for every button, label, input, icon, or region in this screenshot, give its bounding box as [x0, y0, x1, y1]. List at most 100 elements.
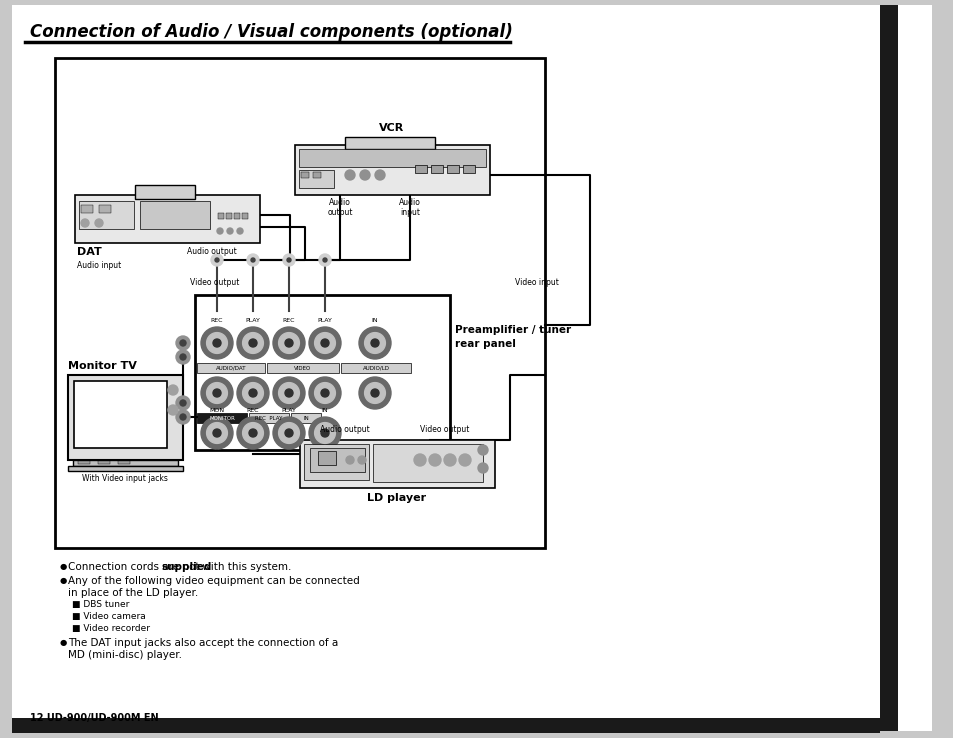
Text: ■ Video recorder: ■ Video recorder: [71, 624, 150, 633]
Text: 12 UD-900/UD-900M EN: 12 UD-900/UD-900M EN: [30, 713, 158, 723]
Bar: [345, 137, 435, 149]
Text: PLAY: PLAY: [245, 318, 260, 323]
Text: Video output: Video output: [419, 425, 469, 434]
Circle shape: [273, 327, 305, 359]
Text: REC: REC: [282, 318, 294, 323]
Bar: [291, 413, 320, 423]
Circle shape: [285, 389, 293, 397]
Bar: [68, 375, 183, 460]
Text: supplied: supplied: [162, 562, 213, 572]
Circle shape: [168, 385, 178, 395]
Text: IN: IN: [321, 408, 328, 413]
Circle shape: [320, 339, 329, 347]
Text: REC  PLAY: REC PLAY: [255, 415, 282, 421]
Text: REC: REC: [247, 408, 259, 413]
Bar: [294, 145, 490, 195]
Bar: [304, 444, 369, 480]
Text: Video input: Video input: [515, 278, 558, 287]
Circle shape: [429, 454, 440, 466]
Circle shape: [346, 456, 354, 464]
Bar: [447, 165, 458, 173]
Circle shape: [242, 423, 263, 444]
Circle shape: [207, 382, 227, 404]
Text: rear panel: rear panel: [455, 339, 516, 349]
Circle shape: [287, 258, 291, 262]
Text: ■ DBS tuner: ■ DBS tuner: [71, 600, 130, 609]
Circle shape: [247, 254, 258, 266]
Text: AUDIO/DAT: AUDIO/DAT: [215, 365, 246, 370]
Circle shape: [359, 170, 370, 180]
Bar: [78, 461, 90, 464]
Bar: [317, 451, 335, 465]
Text: LD player: LD player: [367, 493, 426, 503]
Text: REC: REC: [211, 318, 223, 323]
Circle shape: [273, 377, 305, 409]
Text: Audio
output: Audio output: [327, 198, 353, 218]
Text: ●: ●: [60, 638, 67, 647]
Circle shape: [371, 389, 378, 397]
Circle shape: [201, 417, 233, 449]
Circle shape: [371, 339, 378, 347]
Bar: [298, 149, 485, 167]
Circle shape: [168, 405, 178, 415]
Circle shape: [320, 389, 329, 397]
Text: Preamplifier / tuner: Preamplifier / tuner: [455, 325, 571, 335]
Circle shape: [364, 333, 385, 354]
Circle shape: [458, 454, 471, 466]
Circle shape: [309, 417, 340, 449]
Circle shape: [213, 429, 221, 437]
Text: Audio
input: Audio input: [398, 198, 420, 218]
Circle shape: [283, 254, 294, 266]
Bar: [79, 201, 133, 229]
Circle shape: [375, 170, 385, 180]
Circle shape: [357, 456, 366, 464]
Circle shape: [314, 382, 335, 404]
Bar: [226, 213, 232, 219]
Circle shape: [323, 258, 327, 262]
Circle shape: [175, 410, 190, 424]
Circle shape: [207, 333, 227, 354]
Text: MONITOR: MONITOR: [209, 415, 234, 421]
Text: with this system.: with this system.: [199, 562, 291, 572]
Circle shape: [214, 258, 219, 262]
Circle shape: [345, 170, 355, 180]
Bar: [75, 195, 260, 243]
Circle shape: [175, 350, 190, 364]
Circle shape: [278, 333, 299, 354]
Bar: [99, 205, 111, 213]
Circle shape: [95, 219, 103, 227]
Bar: [140, 201, 210, 229]
Circle shape: [314, 423, 335, 444]
Text: PLAY: PLAY: [281, 408, 296, 413]
Bar: [68, 466, 183, 471]
Text: ■ Video camera: ■ Video camera: [71, 612, 146, 621]
Circle shape: [364, 382, 385, 404]
Text: Connection cords are not: Connection cords are not: [68, 562, 203, 572]
Bar: [74, 381, 167, 448]
Circle shape: [180, 354, 186, 360]
Bar: [431, 165, 442, 173]
Circle shape: [273, 417, 305, 449]
Text: Connection of Audio / Visual components (optional): Connection of Audio / Visual components …: [30, 23, 513, 41]
Circle shape: [278, 423, 299, 444]
Bar: [233, 213, 240, 219]
Text: Audio output: Audio output: [319, 425, 370, 434]
Circle shape: [314, 333, 335, 354]
Circle shape: [236, 228, 243, 234]
Circle shape: [414, 454, 426, 466]
Circle shape: [236, 377, 269, 409]
Bar: [135, 185, 194, 199]
Bar: [196, 363, 265, 373]
Circle shape: [236, 417, 269, 449]
Bar: [310, 448, 365, 472]
Circle shape: [251, 258, 254, 262]
Bar: [340, 363, 411, 373]
Circle shape: [249, 389, 256, 397]
Text: AUDIO/LD: AUDIO/LD: [362, 365, 389, 370]
Bar: [81, 205, 92, 213]
Circle shape: [278, 382, 299, 404]
Text: PLAY: PLAY: [317, 318, 332, 323]
Bar: [242, 213, 248, 219]
Circle shape: [242, 382, 263, 404]
Circle shape: [213, 389, 221, 397]
